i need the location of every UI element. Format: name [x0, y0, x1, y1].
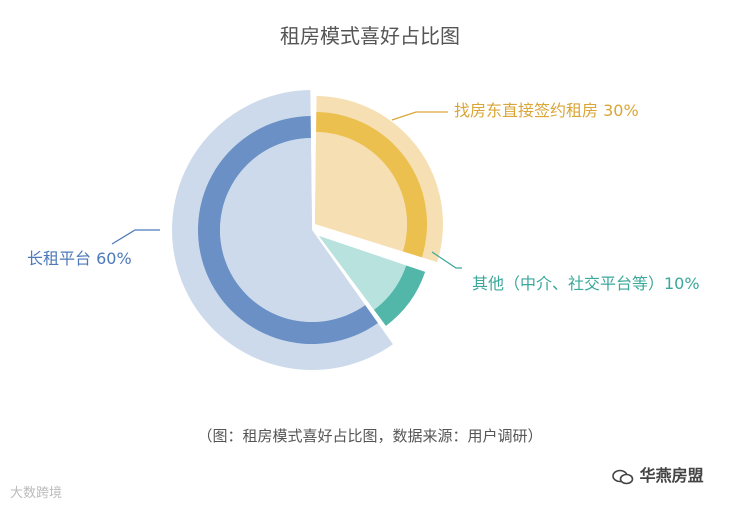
slice-1-label: 找房东直接签约租房 30%: [454, 101, 639, 120]
slice-2-label: 其他（中介、社交平台等）10%: [472, 274, 700, 293]
slice-1-leader: [391, 111, 448, 121]
slice-3-ring: [198, 116, 378, 344]
wechat-icon: [612, 469, 634, 484]
slice-3-inner: [220, 138, 366, 322]
slice-3-leader: [111, 229, 160, 245]
chart-title: 租房模式喜好占比图: [280, 24, 460, 48]
slice-1-ring: [316, 112, 428, 258]
slice-2-inner: [319, 236, 407, 310]
chart-caption: （图：租房模式喜好占比图，数据来源：用户调研）: [197, 427, 543, 445]
watermark-right-text: 华燕房盟: [639, 466, 704, 485]
slice-2-leader: [431, 251, 462, 269]
slice-2-ring: [373, 265, 426, 326]
watermark-left: 大数跨境: [10, 482, 62, 501]
slice-1-inner: [315, 132, 407, 252]
watermark-right: 华燕房盟: [612, 462, 704, 486]
slice-3-label: 长租平台 60%: [27, 249, 132, 268]
watermark-left-text: 大数跨境: [10, 486, 63, 501]
